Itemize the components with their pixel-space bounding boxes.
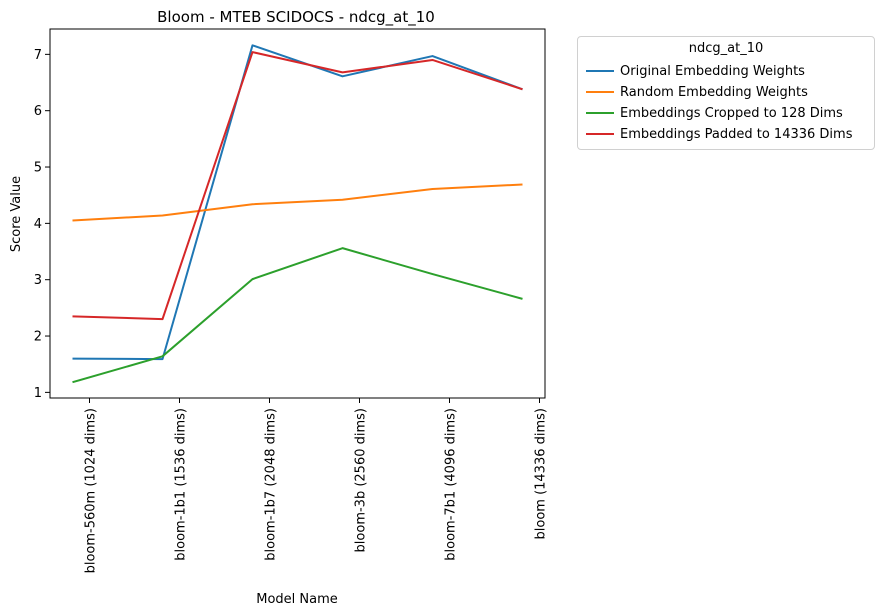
y-tick-label: 3 xyxy=(34,273,42,288)
series-line-2 xyxy=(72,183,523,222)
x-axis: bloom-560m (1024 dims) bloom-1b1 (1536 di… xyxy=(84,398,549,573)
y-tick-label: 4 xyxy=(34,217,42,232)
y-tick-label: 2 xyxy=(34,330,42,345)
legend-swatch xyxy=(586,70,614,72)
y-tick-label: 6 xyxy=(34,104,42,119)
chart-title: Bloom - MTEB SCIDOCS - ndcg_at_10 xyxy=(157,8,435,27)
legend-swatch xyxy=(586,112,614,114)
legend-item: Original Embedding Weights xyxy=(586,62,805,80)
legend-label: Embeddings Padded to 14336 Dims xyxy=(620,126,853,142)
legend-item: Embeddings Padded to 14336 Dims xyxy=(586,125,852,143)
x-tick-label: bloom (14336 dims) xyxy=(534,408,549,540)
y-tick-label: 5 xyxy=(34,161,42,176)
legend-label: Random Embedding Weights xyxy=(620,84,808,100)
x-tick-label: bloom-3b (2560 dims) xyxy=(354,408,369,552)
legend-label: Original Embedding Weights xyxy=(620,63,805,79)
x-tick-label: bloom-1b1 (1536 dims) xyxy=(174,408,189,561)
series-line-3 xyxy=(72,247,523,384)
y-tick-label: 7 xyxy=(34,48,42,63)
legend-item: Random Embedding Weights xyxy=(586,83,808,101)
legend-title: ndcg_at_10 xyxy=(688,41,764,56)
y-axis: 1 2 3 4 5 6 7 xyxy=(34,48,50,401)
legend: ndcg_at_10 Original Embedding Weights Ran… xyxy=(577,36,875,150)
legend-swatch xyxy=(586,91,614,93)
plot-area xyxy=(49,28,546,399)
series-line-1 xyxy=(72,44,523,361)
x-tick-label: bloom-560m (1024 dims) xyxy=(84,408,99,573)
legend-label: Embeddings Cropped to 128 Dims xyxy=(620,105,843,121)
x-tick-label: bloom-7b1 (4096 dims) xyxy=(444,408,459,561)
y-tick-label: 1 xyxy=(34,386,42,401)
legend-swatch xyxy=(586,133,614,135)
x-axis-label: Model Name xyxy=(256,592,338,607)
x-tick-label: bloom-1b7 (2048 dims) xyxy=(264,408,279,561)
series-lines xyxy=(72,44,523,384)
y-axis-label: Score Value xyxy=(9,176,24,252)
legend-item: Embeddings Cropped to 128 Dims xyxy=(586,104,843,122)
series-line-4 xyxy=(72,51,523,321)
